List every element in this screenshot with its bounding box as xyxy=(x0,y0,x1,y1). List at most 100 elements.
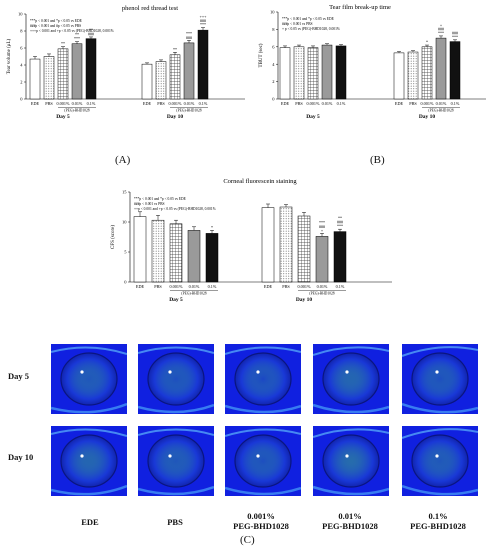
panel-label-b: (B) xyxy=(370,154,385,166)
bar xyxy=(435,37,447,100)
x-tick-label: 0.001% xyxy=(298,284,311,289)
eye-illustration xyxy=(225,426,301,496)
significance-label: + xyxy=(321,228,324,233)
fluorescein-eye-image xyxy=(402,426,478,496)
significance-label: *** xyxy=(438,30,444,35)
bar xyxy=(57,48,69,100)
day-label: Day 5 xyxy=(306,114,320,120)
eye-illustration xyxy=(313,426,389,496)
fluorescein-eye-image xyxy=(313,344,389,414)
column-label-pbs: PBS xyxy=(167,517,183,527)
bar xyxy=(315,236,329,283)
significance-label: *** xyxy=(186,31,192,36)
bar xyxy=(205,233,219,283)
significance-label: ** xyxy=(338,216,342,221)
x-tick-label: 0.1% xyxy=(87,101,96,106)
significance-label: ### xyxy=(186,35,192,40)
x-tick-label: EDE xyxy=(31,101,40,106)
significance-label: *** xyxy=(200,22,206,27)
significance-label: +++ xyxy=(200,14,208,19)
x-tick-label: 0.001% xyxy=(57,101,70,106)
column-label-0001: 0.001% PEG-BHD1028 xyxy=(233,511,289,531)
bar xyxy=(293,46,305,100)
significance-label: *** xyxy=(452,34,458,39)
column-label-ede: EDE xyxy=(81,517,99,527)
y-tick-label: 0 xyxy=(272,97,275,102)
bar xyxy=(261,207,275,283)
y-tick-label: 0 xyxy=(20,97,23,102)
bar xyxy=(335,45,347,100)
bar xyxy=(155,61,167,100)
x-tick-label: EDE xyxy=(395,101,404,106)
x-tick-label: 0.01% xyxy=(322,101,333,106)
significance-label: * xyxy=(426,40,428,45)
bar xyxy=(321,44,333,100)
significance-label: ### xyxy=(438,26,444,31)
x-tick-label: PBS xyxy=(154,284,162,289)
y-tick-label: 8 xyxy=(272,27,275,32)
fluorescein-image-grid: Day 5 Day 10 EDE PBS 0.001% PEG-BHD1028 … xyxy=(8,340,484,535)
bar xyxy=(169,54,181,100)
x-tick-label: 0.001% xyxy=(170,284,183,289)
y-tick-label: 10 xyxy=(18,12,23,17)
panel-label-c: (C) xyxy=(240,534,255,546)
day-label: Day 10 xyxy=(296,297,313,303)
legend-entry: ###p < 0.001 vs PBS xyxy=(282,22,312,26)
y-tick-label: 15 xyxy=(122,190,127,195)
legend-entry: ###p < 0.001 and #p < 0.05 vs PBS xyxy=(30,24,81,28)
bar xyxy=(407,51,419,100)
bar xyxy=(393,52,405,100)
row-label-day5: Day 5 xyxy=(8,371,30,381)
legend-entry: +++p < 0.001 and +p < 0.05 vs (PEG)-BHD1… xyxy=(30,29,114,34)
bar xyxy=(151,219,165,283)
legend-entry: ###p < 0.001 vs PBS xyxy=(134,202,164,206)
eye-illustration xyxy=(313,344,389,414)
eye-illustration xyxy=(138,426,214,496)
significance-label: ### xyxy=(88,31,94,36)
bar xyxy=(307,47,319,100)
significance-label: ### xyxy=(452,30,458,35)
bar xyxy=(29,58,41,100)
fluorescein-eye-image xyxy=(402,344,478,414)
bar xyxy=(43,56,55,100)
x-tick-label: 0.01% xyxy=(184,101,195,106)
significance-label: ** xyxy=(61,41,65,46)
significance-label: + xyxy=(440,22,443,27)
y-tick-label: 2 xyxy=(20,80,22,85)
x-tick-label: EDE xyxy=(281,101,290,106)
bar xyxy=(197,29,209,100)
significance-label: ### xyxy=(200,18,206,23)
cfs-chart: Corneal fluorescein staining CFS (score) 0… xyxy=(111,178,392,303)
y-tick-label: 0 xyxy=(124,280,127,285)
bar xyxy=(279,47,291,100)
significance-label: *** xyxy=(337,224,343,229)
bar xyxy=(279,206,293,283)
y-tick-label: 5 xyxy=(124,250,127,255)
row-label-day10: Day 10 xyxy=(8,452,34,462)
bar xyxy=(85,38,97,100)
significance-label: *** xyxy=(319,220,325,225)
eye-illustration xyxy=(51,344,127,414)
significance-label: ### xyxy=(337,220,343,225)
bar xyxy=(71,43,83,100)
significance-label: ** xyxy=(75,32,79,37)
bar xyxy=(333,231,347,283)
y-tick-label: 2 xyxy=(272,79,274,84)
panel-label-a: (A) xyxy=(115,154,131,166)
day-label: Day 10 xyxy=(419,114,436,120)
eye-illustration xyxy=(402,426,478,496)
fluorescein-eye-image xyxy=(225,426,301,496)
fluorescein-eye-image xyxy=(51,426,127,496)
bar xyxy=(297,215,311,283)
tbut-chart: Tear film break-up time TBUT (sec) 0 2 4 6 8 10… xyxy=(259,4,486,120)
fluorescein-eye-image xyxy=(138,344,214,414)
x-tick-label: PBS xyxy=(409,101,417,106)
x-tick-label: 0.01% xyxy=(436,101,447,106)
fluorescein-eye-image xyxy=(225,344,301,414)
x-tick-label: 0.1% xyxy=(337,101,346,106)
legend-entry: ++p < 0.001 and +p < 0.05 vs (PEG)-BHD10… xyxy=(134,207,216,212)
x-tick-label: EDE xyxy=(143,101,152,106)
x-tick-label: 0.01% xyxy=(72,101,83,106)
significance-label: ### xyxy=(319,224,325,229)
day-label: Day 5 xyxy=(169,297,183,303)
